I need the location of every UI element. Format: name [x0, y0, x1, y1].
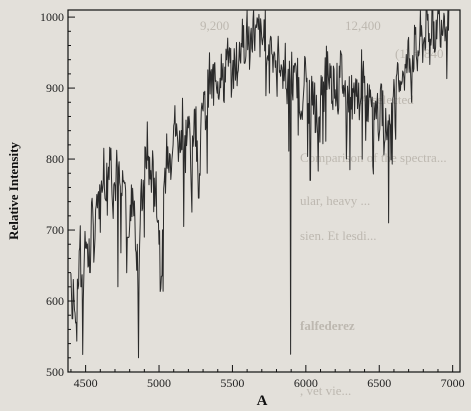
- svg-text:ular, heavy ...: ular, heavy ...: [300, 193, 370, 208]
- x-tick-label-6000: 6000: [294, 376, 318, 390]
- x-tick-label-5500: 5500: [220, 376, 244, 390]
- x-tick-label-6500: 6500: [367, 376, 391, 390]
- y-tick-label-900: 900: [46, 81, 64, 95]
- x-tick-label-4500: 4500: [74, 376, 98, 390]
- y-axis-label: Relative Intensity: [6, 142, 21, 240]
- plot-axes: [68, 10, 460, 372]
- y-tick-label-500: 500: [46, 365, 64, 379]
- y-tick-label-700: 700: [46, 223, 64, 237]
- x-tick-label-5000: 5000: [147, 376, 171, 390]
- x-axis-label: A: [257, 393, 268, 409]
- x-tick-label-7000: 7000: [441, 376, 465, 390]
- y-tick-label-1000: 1000: [40, 10, 64, 24]
- y-tick-label-800: 800: [46, 152, 64, 166]
- plot-frame: [68, 10, 460, 372]
- svg-text:9,200: 9,200: [200, 18, 229, 33]
- svg-text:12,400: 12,400: [345, 18, 381, 33]
- axis-ticks: 4500 5000 5500 6000 6500 7000 500 600 700 800 900 1…: [40, 10, 465, 390]
- svg-text:falfederez: falfederez: [300, 318, 355, 333]
- spectrum-trace: [71, 0, 450, 358]
- spectrum-line: [71, 0, 450, 358]
- svg-text:sien. Et lesdi...: sien. Et lesdi...: [300, 228, 377, 243]
- y-tick-label-600: 600: [46, 294, 64, 308]
